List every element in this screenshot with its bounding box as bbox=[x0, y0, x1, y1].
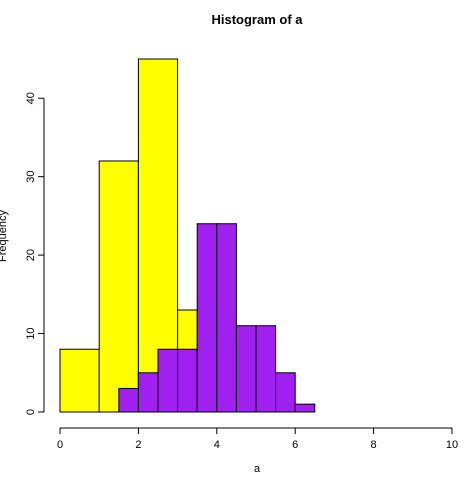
histogram-bar-s1-b8 bbox=[275, 372, 296, 413]
x-tick-label: 6 bbox=[292, 439, 298, 451]
bars-group bbox=[59, 58, 316, 413]
y-tick-label: 10 bbox=[25, 327, 37, 339]
histogram-bar-s1-b6 bbox=[235, 325, 257, 413]
histogram-bar-s0-b1 bbox=[98, 160, 139, 413]
y-axis-label: Frequency bbox=[0, 210, 9, 262]
histogram-bar-s1-b2 bbox=[157, 348, 179, 413]
y-tick-label: 20 bbox=[25, 249, 37, 261]
x-tick-label: 4 bbox=[214, 439, 220, 451]
x-axis-label: a bbox=[254, 463, 261, 475]
y-tick-label: 0 bbox=[25, 409, 37, 415]
histogram-bar-s1-b0 bbox=[118, 387, 139, 413]
histogram-bar-s1-b1 bbox=[137, 372, 159, 413]
histogram-bar-s1-b7 bbox=[255, 325, 277, 413]
histogram-bar-s1-b9 bbox=[294, 403, 316, 413]
x-axis: 0 2 4 6 8 10 bbox=[57, 427, 458, 451]
histogram-bar-s0-b0 bbox=[59, 348, 100, 413]
histogram-bar-s1-b3 bbox=[177, 348, 198, 413]
x-tick-label: 8 bbox=[371, 439, 377, 451]
chart-title: Histogram of a bbox=[211, 12, 303, 27]
y-axis: 0 10 20 30 40 bbox=[25, 92, 45, 415]
histogram-bar-s1-b4 bbox=[196, 223, 218, 413]
x-tick-label: 0 bbox=[57, 439, 63, 451]
x-tick-label: 10 bbox=[446, 439, 458, 451]
x-tick-label: 2 bbox=[135, 439, 141, 451]
y-tick-label: 40 bbox=[25, 92, 37, 104]
y-tick-label: 30 bbox=[25, 171, 37, 183]
histogram-bar-s1-b5 bbox=[216, 223, 237, 413]
